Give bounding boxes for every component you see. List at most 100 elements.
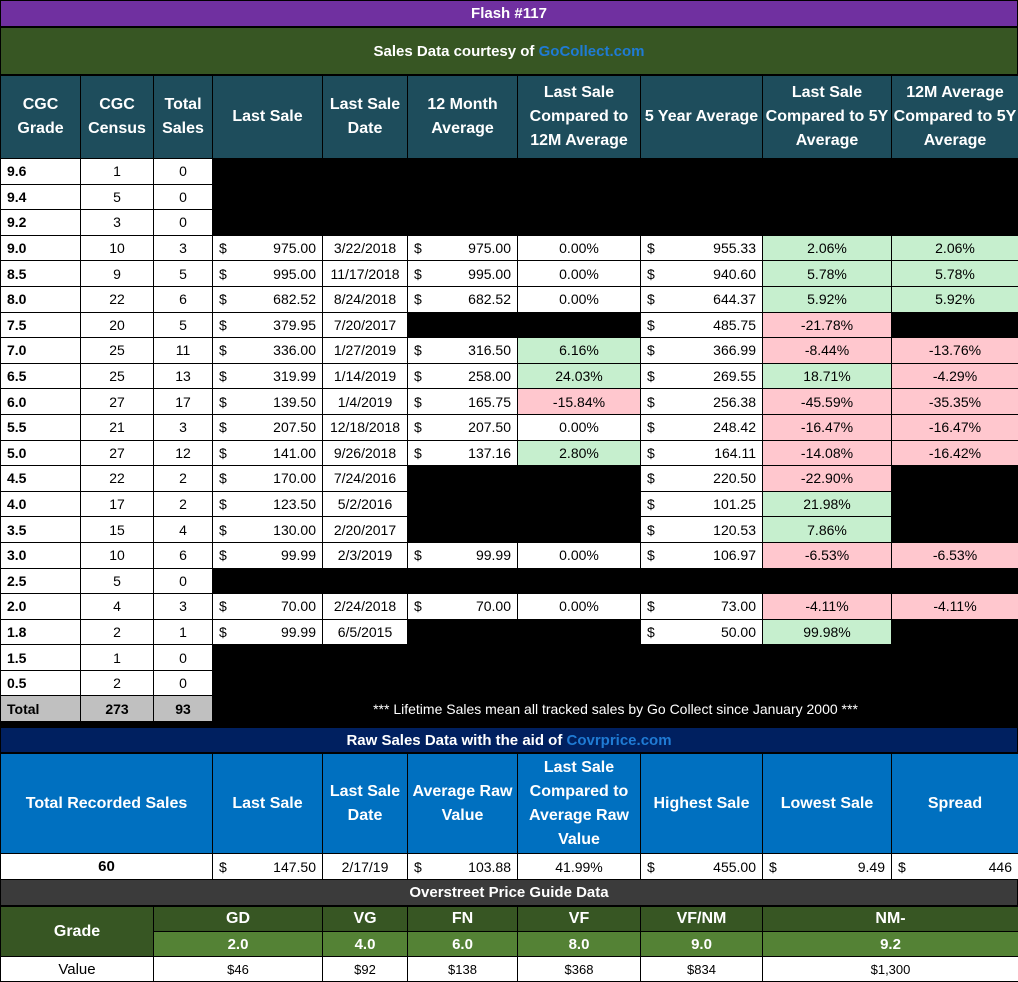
sheet-title: Flash #117 [0,0,1018,27]
grade-row: 1.8 2 1 $99.99 6/5/2015 $50.00 99.98% [0,618,1018,646]
gocollect-link[interactable]: GoCollect.com [538,42,645,60]
empty-cell [212,158,1018,185]
avg5-cell: $101.25 [640,490,763,518]
grade-row: 3.5 15 4 $130.00 2/20/2017 $120.53 7.86% [0,516,1018,543]
grade-row: 6.0 27 17 $139.50 1/4/2019 $165.75 -15.84% $256… [0,388,1018,415]
overstreet-value-cell: $92 [322,956,408,982]
last-sale-cell-value: 141.00 [273,444,316,461]
raw-header-cell: Spread [891,753,1018,854]
raw-lowest-value: 9.49 [857,858,885,875]
cgc-grade-cell: 2.0 [0,593,81,620]
cmp5-cell: 18.71% [762,362,892,390]
overstreet-value-cell: $834 [640,956,763,982]
currency-symbol: $ [647,470,655,487]
cmp5-cell: -45.59% [762,388,892,415]
total-sales-cell: 5 [153,260,213,287]
total-sales-cell: 0 [153,567,213,595]
cgc-grade-cell: 9.4 [0,183,81,211]
cmp125-cell: 5.92% [891,285,1018,313]
last-sale-cell-value: 70.00 [280,598,316,615]
avg5-cell-value: 106.97 [713,547,756,564]
currency-symbol: $ [219,496,227,513]
raw-header-row: Total Recorded Sales Last Sale Last Sale D… [0,753,1018,854]
total-sales-cell: 1 [153,618,213,646]
cgc-census-cell: 25 [80,362,154,390]
currency-symbol: $ [219,547,227,564]
last-sale-cell-value: 123.50 [273,496,316,513]
cgc-grade-cell: 0.5 [0,669,81,697]
empty-cell [212,669,1018,697]
last-sale-cell: $130.00 [212,516,323,543]
currency-symbol: $ [219,521,227,538]
cmp125-cell: -35.35% [891,388,1018,415]
last-sale-cell-value: 682.52 [273,291,316,308]
main-header-cell: Last Sale Date [322,75,408,159]
overstreet-value-row: Value $46 $92 $138 $368 $834 $1,300 [0,956,1018,982]
cgc-grade-cell: 1.8 [0,618,81,646]
avg5-cell: $248.42 [640,413,763,441]
raw-header-cell: Last Sale Compared to Average Raw Value [517,753,641,854]
currency-symbol: $ [647,419,655,436]
overstreet-grade-cell: 9.2 [762,931,1018,957]
raw-total-recorded: 60 [0,853,213,880]
raw-header-cell: Average Raw Value [407,753,518,854]
last-sale-date-cell: 1/14/2019 [322,362,408,390]
cmp12-cell: 0.00% [517,593,641,620]
currency-symbol: $ [414,291,422,308]
last-sale-cell: $139.50 [212,388,323,415]
cgc-census-cell: 3 [80,209,154,236]
last-sale-date-cell: 1/27/2019 [322,337,408,364]
cmp5-cell: -8.44% [762,337,892,364]
raw-sales-table: Total Recorded Sales Last Sale Last Sale D… [0,753,1018,880]
grade-row: 2.0 4 3 $70.00 2/24/2018 $70.00 0.00% $73.00 -4.… [0,593,1018,620]
raw-header-cell: Total Recorded Sales [0,753,213,854]
total-sales-cell: 0 [153,644,213,671]
currency-symbol: $ [219,444,227,461]
last-sale-cell: $99.99 [212,541,323,569]
cmp125-cell: -13.76% [891,337,1018,364]
cgc-census-cell: 17 [80,490,154,518]
cgc-census-cell: 21 [80,413,154,441]
cgc-grade-cell: 6.5 [0,362,81,390]
currency-symbol: $ [219,858,227,875]
avg5-cell: $955.33 [640,234,763,262]
total-sales-cell: 6 [153,541,213,569]
currency-symbol: $ [414,547,422,564]
cmp5-cell: 5.92% [762,285,892,313]
cgc-census-cell: 20 [80,311,154,339]
cgc-census-cell: 1 [80,644,154,671]
total-sales-cell: 3 [153,593,213,620]
cmp12-cell: -15.84% [517,388,641,415]
covrprice-link[interactable]: Covrprice.com [566,731,672,749]
cgc-census-cell: 1 [80,158,154,185]
cgc-grade-cell: 4.0 [0,490,81,518]
avg5-cell-value: 269.55 [713,368,756,385]
cmp12-cell: 6.16% [517,337,641,364]
avg5-cell-value: 644.37 [713,291,756,308]
currency-symbol: $ [219,342,227,359]
last-sale-date-cell: 2/20/2017 [322,516,408,543]
currency-symbol: $ [647,623,655,640]
currency-symbol: $ [647,496,655,513]
overstreet-value-cell: $138 [407,956,518,982]
avg12-cell-value: 99.99 [475,547,511,564]
avg12-cell: $682.52 [407,285,518,313]
last-sale-cell-value: 379.95 [273,316,316,333]
grade-row: 4.0 17 2 $123.50 5/2/2016 $101.25 21.98% [0,490,1018,518]
cmp5-cell: -4.11% [762,593,892,620]
cmp12-cell: 0.00% [517,541,641,569]
cmp12-cell: 0.00% [517,413,641,441]
sales-data-header: Sales Data courtesy of GoCollect.com [0,27,1018,75]
empty-cell [407,490,641,518]
last-sale-cell-value: 207.50 [273,419,316,436]
avg5-cell: $50.00 [640,618,763,646]
main-header-cell: Total Sales [153,75,213,159]
empty-cell [891,490,1018,518]
cmp5-cell: -14.08% [762,439,892,467]
avg5-cell: $269.55 [640,362,763,390]
raw-compare: 41.99% [517,853,641,880]
grade-row: 8.5 9 5 $995.00 11/17/2018 $995.00 0.00% $940.6… [0,260,1018,287]
avg5-cell-value: 248.42 [713,419,756,436]
cgc-grade-cell: 7.0 [0,337,81,364]
